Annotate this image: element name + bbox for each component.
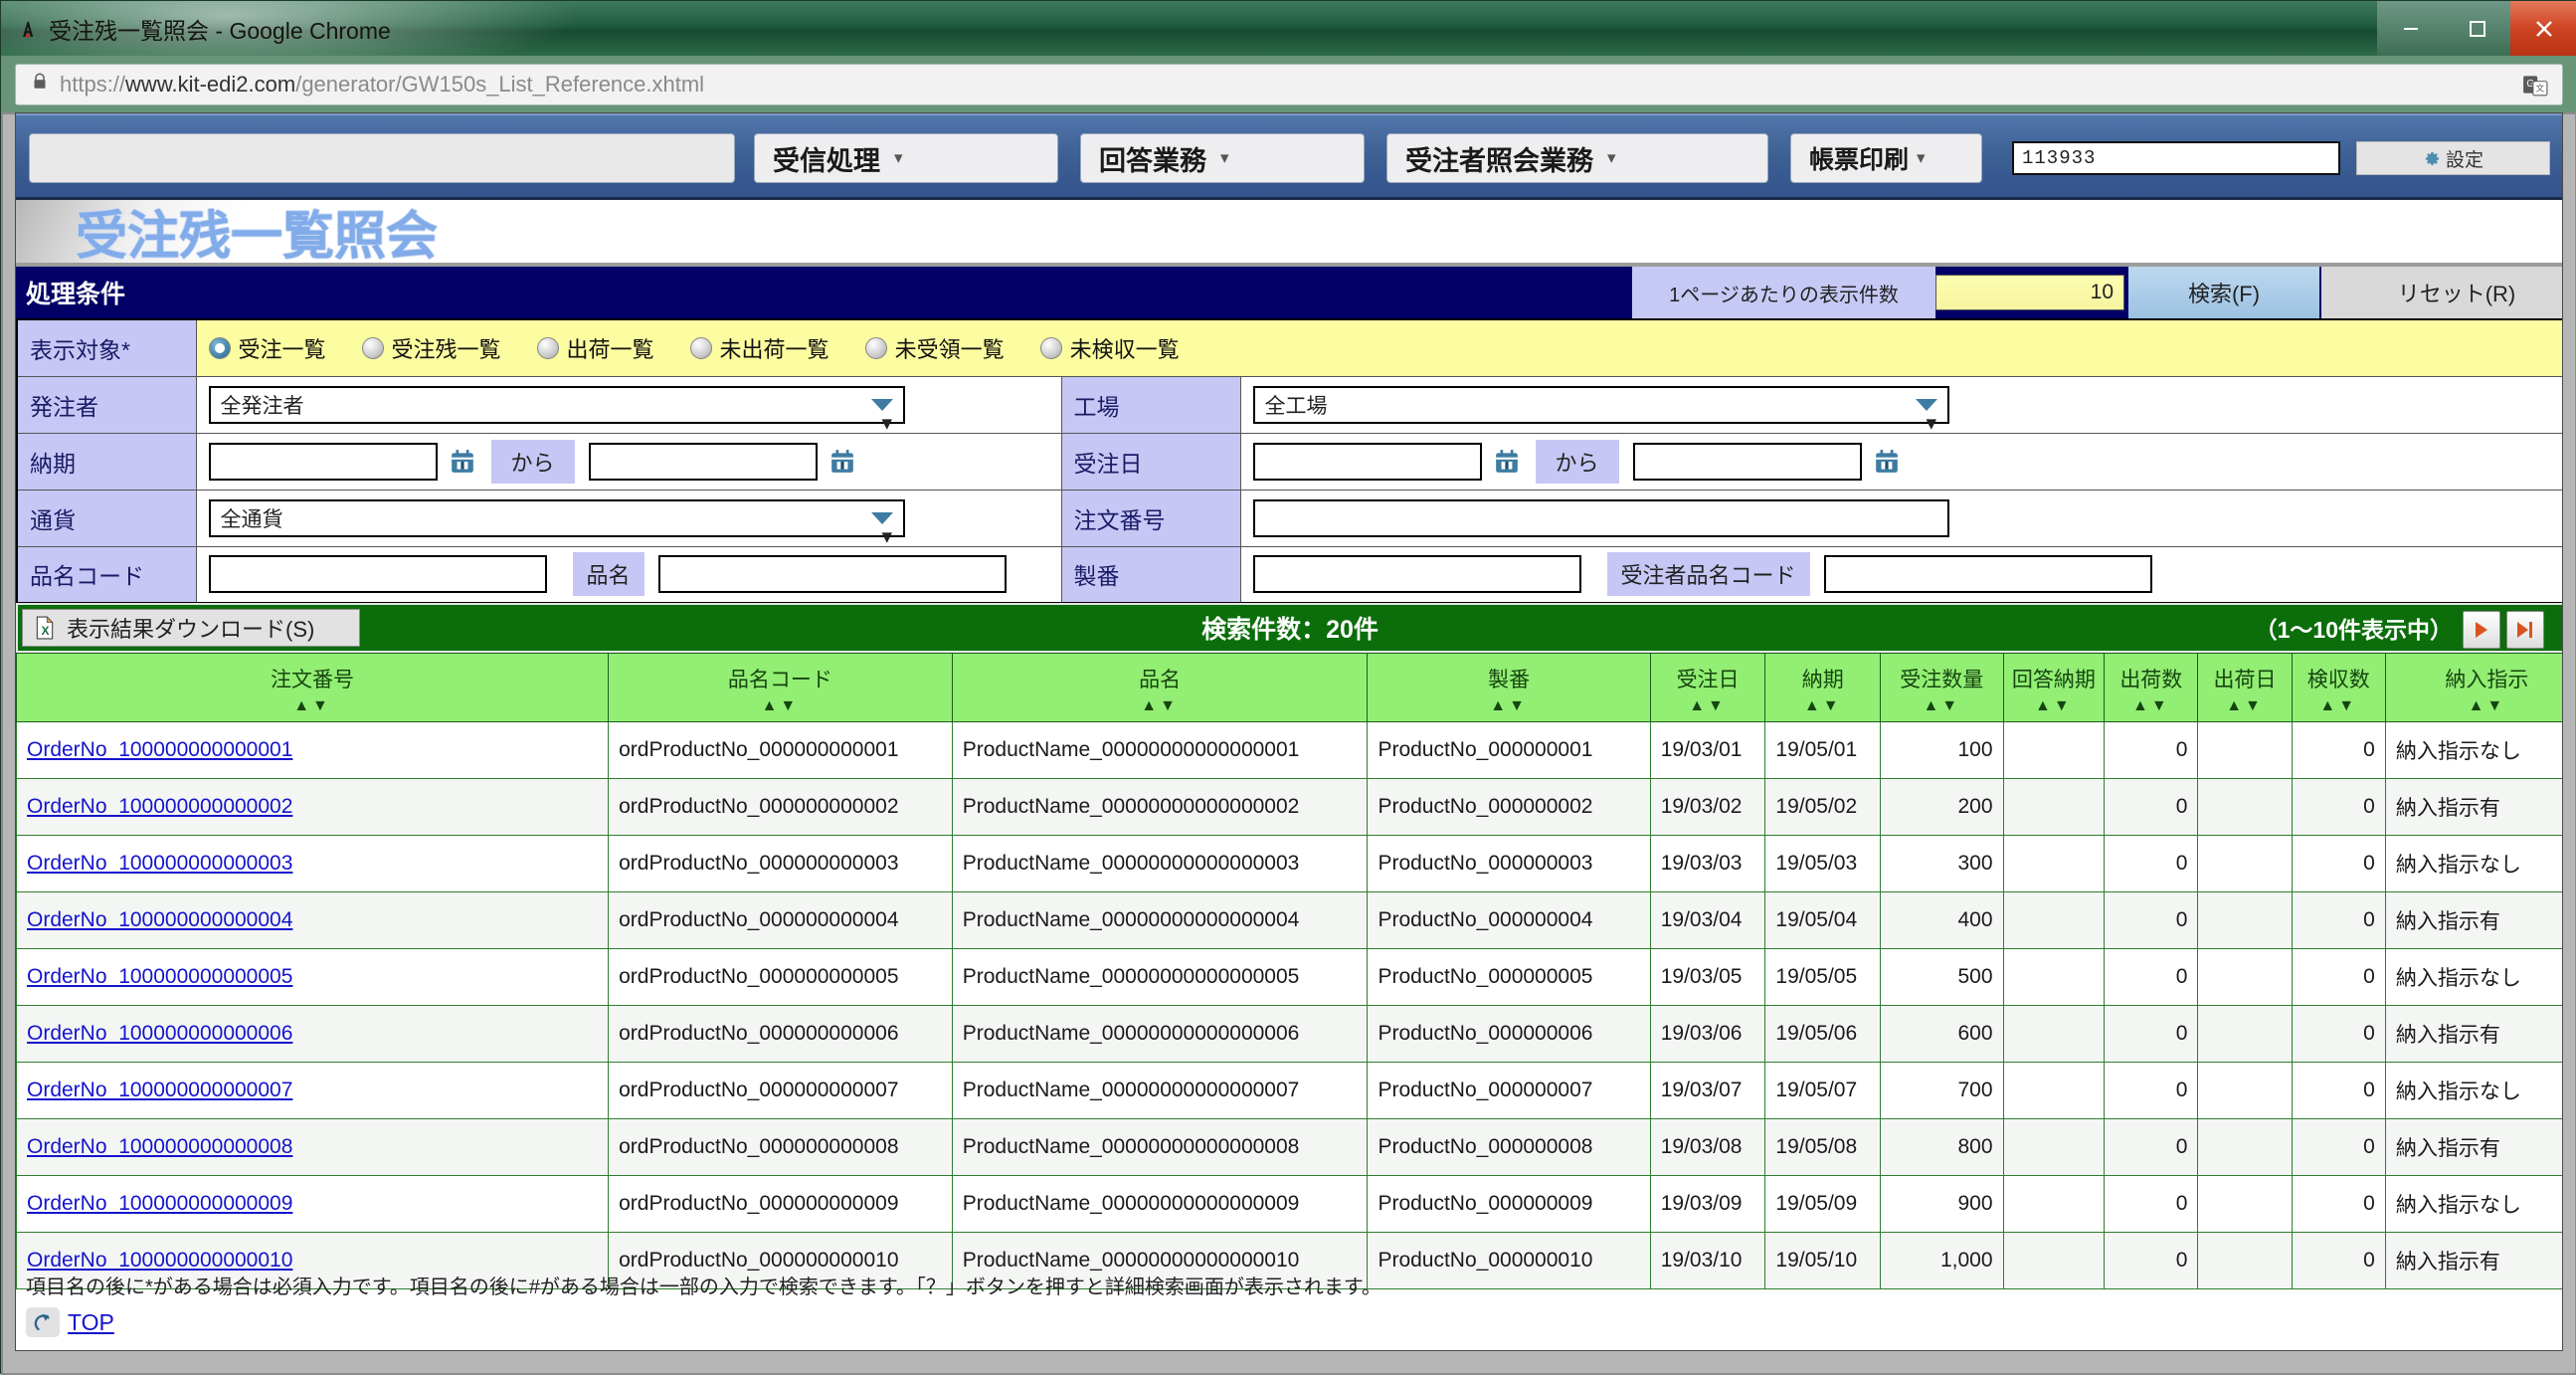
svg-text:文: 文 <box>2536 82 2545 93</box>
